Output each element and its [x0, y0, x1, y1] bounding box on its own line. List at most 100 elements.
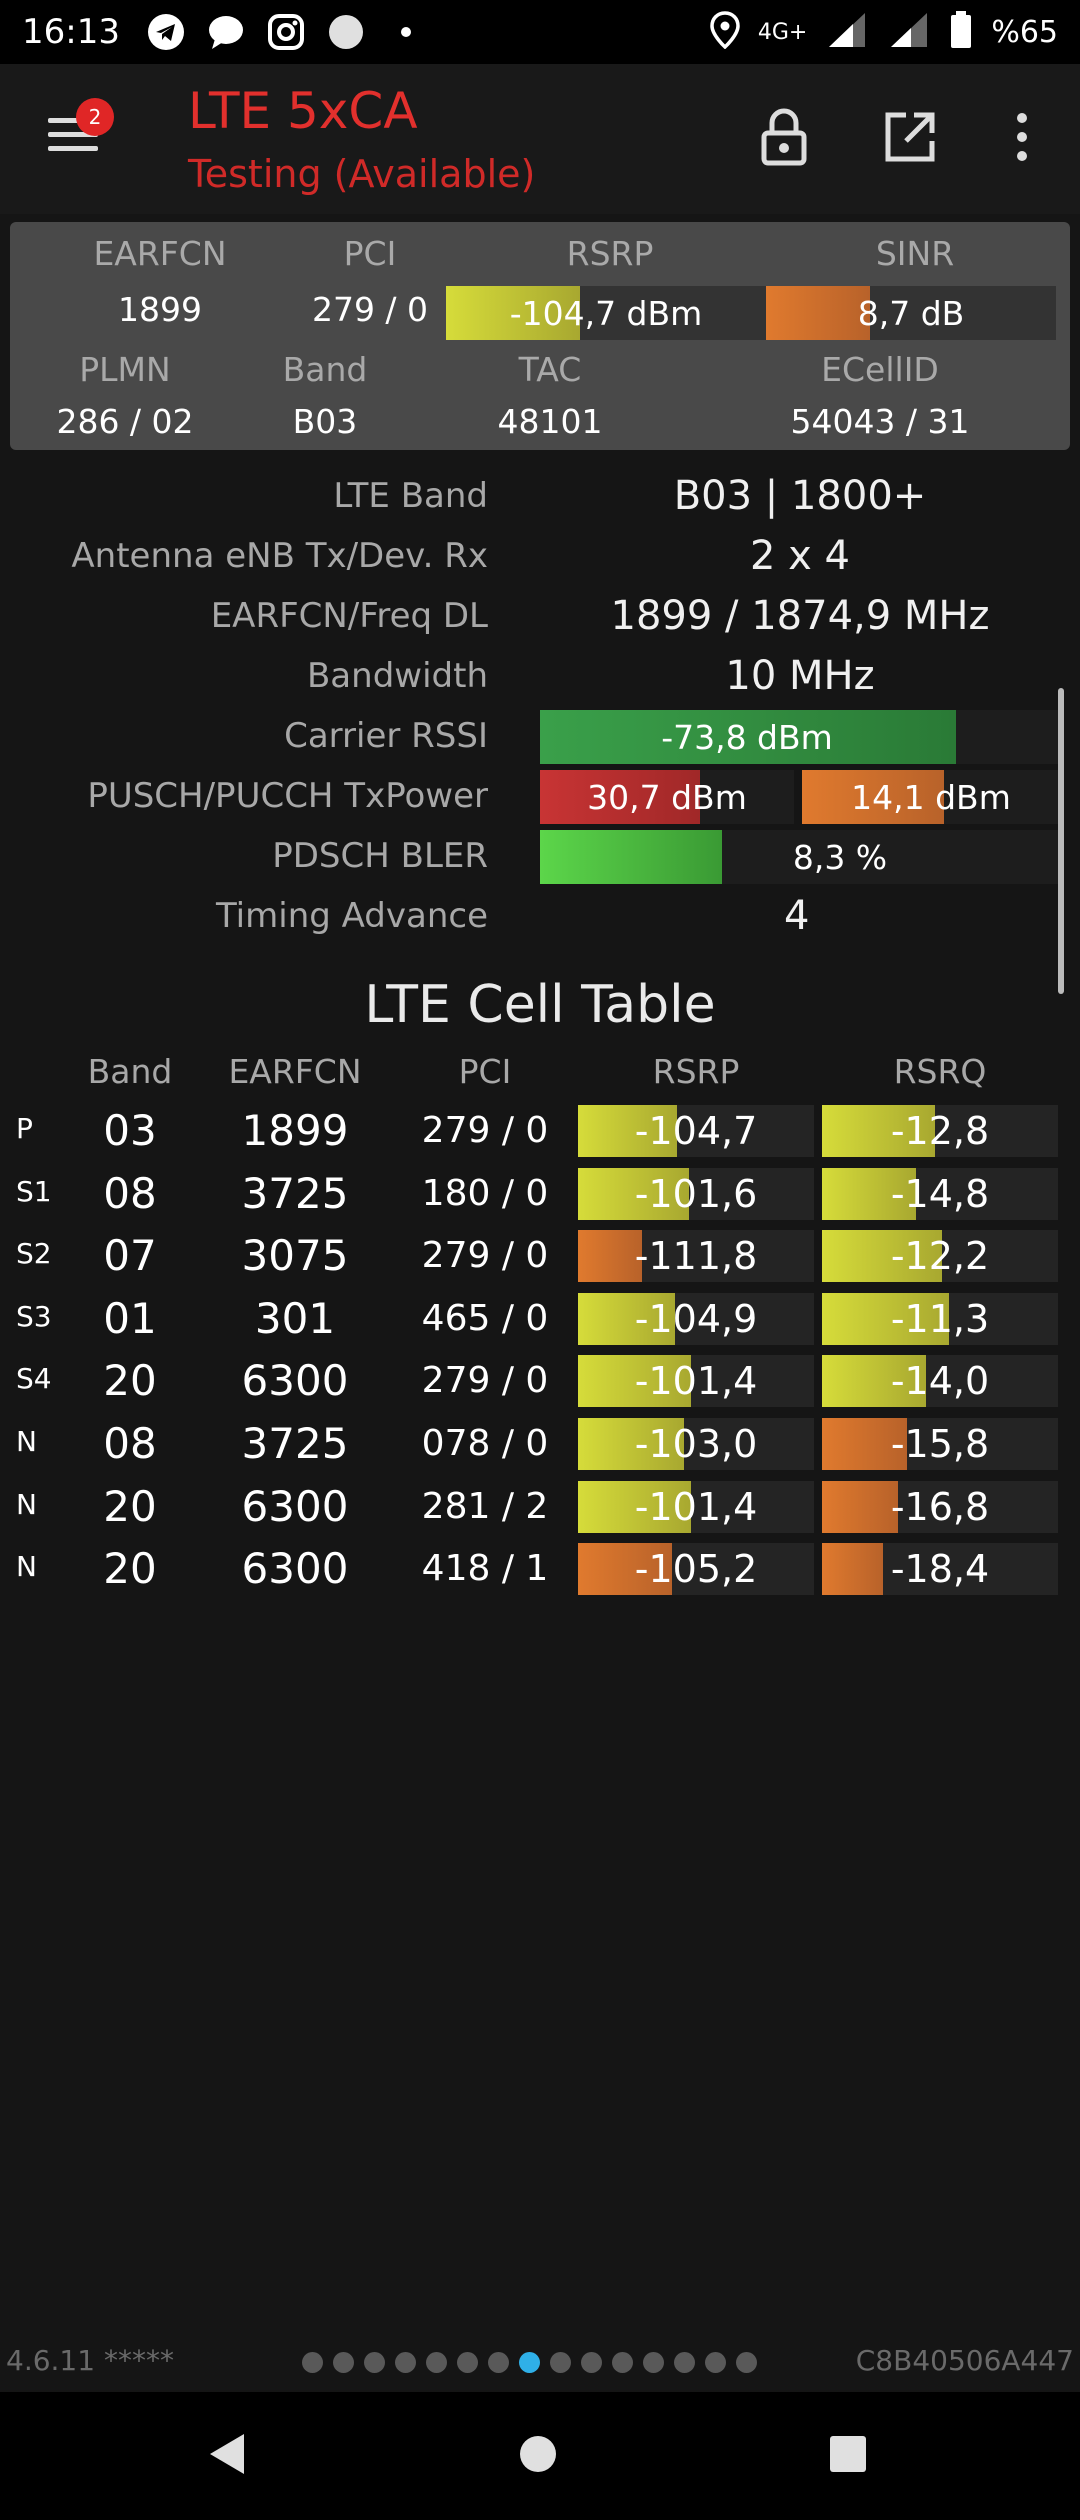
table-row: N 20 6300 418 / 1 -105,2 -18,4	[0, 1538, 1080, 1600]
cell-tag: S4	[16, 1362, 52, 1396]
page-dot[interactable]	[364, 2352, 385, 2373]
page-dot[interactable]	[333, 2352, 354, 2373]
page-dot[interactable]	[643, 2352, 664, 2373]
plmn-value: 286 / 02	[56, 402, 194, 441]
home-button[interactable]	[498, 2416, 578, 2496]
table-row: S2 07 3075 279 / 0 -111,8 -12,2	[0, 1225, 1080, 1287]
open-external-icon	[882, 109, 938, 169]
page-dot[interactable]	[395, 2352, 416, 2373]
lte-band-value: B03 | 1800+	[673, 473, 927, 519]
table-row: S1 08 3725 180 / 0 -101,6 -14,8	[0, 1163, 1080, 1225]
cell-tag: N	[16, 1487, 37, 1521]
cell-rsrq-bar: -12,8	[822, 1105, 1058, 1157]
cell-rsrq: -14,0	[890, 1359, 990, 1404]
tac-value: 48101	[497, 402, 603, 441]
recents-button[interactable]	[808, 2416, 888, 2496]
cell-earfcn: 6300	[241, 1544, 349, 1594]
cell-earfcn: 6300	[241, 1481, 349, 1531]
cell-tag: S3	[16, 1299, 52, 1333]
txpower-label: PUSCH/PUCCH TxPower	[87, 776, 488, 816]
cell-rsrq-bar: -18,4	[822, 1543, 1058, 1596]
lte-band-row: LTE Band B03 | 1800+	[0, 466, 1080, 526]
cell-rsrq: -14,8	[890, 1171, 990, 1216]
cell-rsrp-bar: -101,4	[578, 1480, 814, 1533]
page-dot[interactable]	[612, 2352, 633, 2373]
cell-rsrq-fill	[822, 1167, 917, 1220]
cell-band: 20	[103, 1356, 157, 1406]
sinr-fill	[766, 286, 871, 340]
page-dot[interactable]	[426, 2352, 447, 2373]
cell-tag: S2	[16, 1237, 52, 1271]
page-dot[interactable]	[457, 2352, 478, 2373]
more-options-button[interactable]	[990, 104, 1054, 174]
open-external-button[interactable]	[878, 104, 942, 174]
cell-rsrp-fill	[578, 1230, 642, 1283]
dot-icon	[386, 12, 426, 52]
cell-rsrp-fill	[578, 1292, 675, 1345]
page-indicator[interactable]	[302, 2352, 757, 2373]
cell-rsrq: -12,2	[890, 1234, 990, 1279]
lock-button[interactable]	[752, 104, 816, 174]
battery-icon	[949, 10, 973, 54]
cell-pci: 465 / 0	[421, 1297, 549, 1339]
col-header-rsrp: RSRP	[652, 1052, 740, 1091]
back-button[interactable]	[186, 2416, 266, 2496]
cell-rsrq-bar: -14,8	[822, 1167, 1058, 1220]
cell-rsrq-fill	[822, 1480, 898, 1533]
cell-earfcn: 3725	[241, 1168, 349, 1218]
antenna-row: Antenna eNB Tx/Dev. Rx 2 x 4	[0, 526, 1080, 586]
app-subtitle: Testing (Available)	[188, 152, 536, 196]
page-dot[interactable]	[705, 2352, 726, 2373]
cell-rsrq-bar: -11,3	[822, 1292, 1058, 1345]
cell-tag: P	[16, 1112, 33, 1145]
bler-fill	[540, 830, 722, 884]
txpower-row: PUSCH/PUCCH TxPower 30,7 dBm 14,1 dBm	[0, 766, 1080, 826]
cell-rsrp-bar: -101,6	[578, 1167, 814, 1220]
cell-band: 03	[103, 1106, 157, 1155]
col-header-pci: PCI	[458, 1052, 512, 1091]
cell-rsrp-bar: -103,0	[578, 1418, 814, 1470]
signal-icon	[887, 11, 931, 53]
scrollbar[interactable]	[1058, 688, 1064, 994]
back-icon	[204, 2430, 248, 2482]
timing-advance-value: 4	[784, 893, 810, 939]
cell-band: 01	[103, 1293, 157, 1343]
rssi-fill	[540, 710, 956, 764]
rsrp-bar: -104,7 dBm	[446, 286, 766, 340]
header-plmn: PLMN	[79, 350, 171, 389]
cell-rsrq-bar: -14,0	[822, 1355, 1058, 1408]
page-dot[interactable]	[550, 2352, 571, 2373]
earfcn-freq-value: 1899 / 1874,9 MHz	[610, 593, 990, 639]
table-row: N 20 6300 281 / 2 -101,4 -16,8	[0, 1476, 1080, 1538]
cell-band: 07	[103, 1231, 157, 1281]
cell-band: 20	[103, 1481, 157, 1531]
header-rsrp: RSRP	[566, 234, 654, 273]
cell-rsrp-bar: -104,9	[578, 1292, 814, 1345]
cell-rsrp-fill	[578, 1355, 692, 1408]
page-dot[interactable]	[488, 2352, 509, 2373]
signal-icon	[825, 11, 869, 53]
rssi-label: Carrier RSSI	[284, 716, 488, 756]
recents-icon	[828, 2434, 868, 2478]
page-dot[interactable]	[736, 2352, 757, 2373]
cell-rsrp: -104,9	[634, 1296, 758, 1341]
page-dot[interactable]	[302, 2352, 323, 2373]
cell-rsrp-fill	[578, 1105, 678, 1157]
navigation-bar	[0, 2392, 1080, 2520]
menu-button[interactable]	[44, 108, 104, 168]
page-dot[interactable]	[581, 2352, 602, 2373]
bandwidth-row: Bandwidth 10 MHz	[0, 646, 1080, 706]
page-dot[interactable]	[519, 2352, 540, 2373]
cell-rsrp: -104,7	[634, 1109, 758, 1153]
cell-rsrq-bar: -16,8	[822, 1480, 1058, 1533]
status-bar: 16:13 4G+ %65	[0, 0, 1080, 64]
rssi-value: -73,8 dBm	[661, 717, 833, 757]
cell-rsrq: -16,8	[890, 1484, 990, 1529]
page-dot[interactable]	[674, 2352, 695, 2373]
cell-rsrp: -101,6	[634, 1171, 758, 1216]
cell-rsrq-fill	[822, 1292, 950, 1345]
header-band: Band	[282, 350, 368, 389]
cell-rsrq-fill	[822, 1418, 907, 1470]
pucch-fill	[802, 770, 944, 824]
bandwidth-value: 10 MHz	[725, 653, 875, 699]
